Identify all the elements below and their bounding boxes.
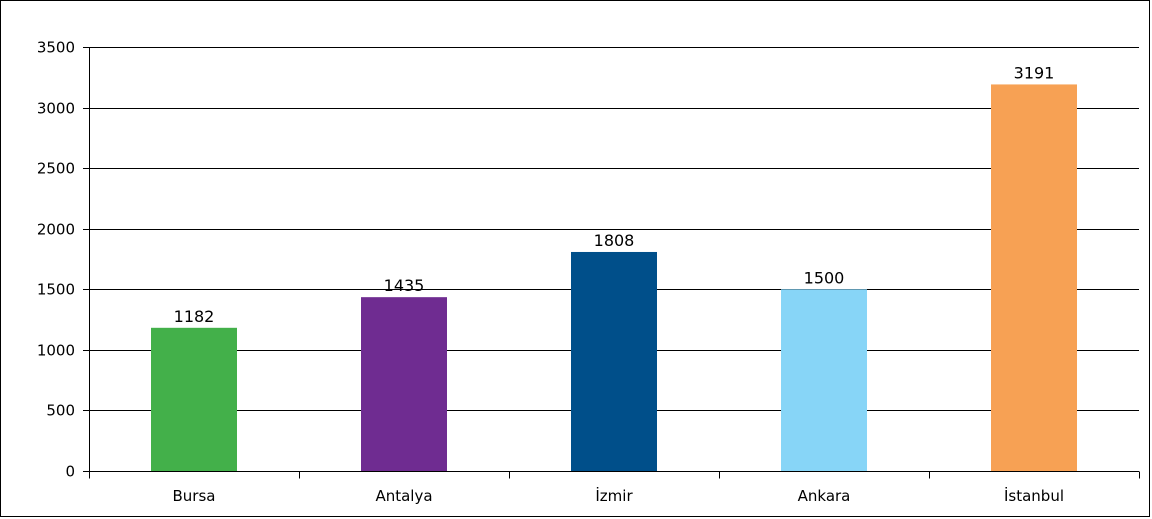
- data-label: 1808: [594, 231, 635, 250]
- x-tick-label: Bursa: [173, 487, 216, 505]
- y-tick-label: 500: [46, 402, 75, 420]
- data-label: 1435: [384, 276, 425, 295]
- labels: 0 500 1000 1500 2000 2500 3000 3500 1182 Bursa 143…: [37, 39, 1064, 506]
- y-tick-label: 2500: [37, 160, 75, 178]
- bar-2: [361, 297, 447, 471]
- bar-5: [991, 84, 1077, 472]
- y-tick-label: 0: [65, 463, 75, 481]
- bars: [151, 84, 1077, 472]
- y-tick-label: 2000: [37, 221, 75, 239]
- y-tick-label: 3500: [37, 39, 75, 57]
- bar-3: [571, 251, 657, 471]
- data-label: 1182: [174, 307, 215, 326]
- y-tick-label: 1000: [37, 342, 75, 360]
- x-tick-label: İstanbul: [1004, 486, 1064, 505]
- x-tick-label: İzmir: [595, 486, 633, 505]
- bar-4: [781, 289, 867, 471]
- data-label: 3191: [1014, 63, 1055, 82]
- data-label: 1500: [804, 268, 845, 287]
- bar-1: [151, 327, 237, 471]
- x-tick-label: Ankara: [798, 487, 851, 505]
- axes: [89, 47, 1140, 479]
- x-tick-label: Antalya: [375, 487, 432, 505]
- y-tick-label: 3000: [37, 100, 75, 118]
- y-tick-label: 1500: [37, 281, 75, 299]
